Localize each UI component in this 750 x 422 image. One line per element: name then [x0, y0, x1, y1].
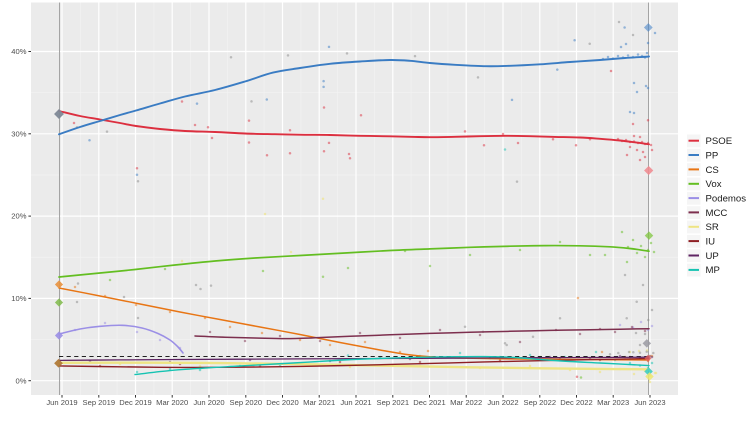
svg-text:Dec 2022: Dec 2022: [560, 398, 593, 407]
svg-text:PSOE: PSOE: [706, 136, 733, 147]
svg-text:Jun 2019: Jun 2019: [46, 398, 77, 407]
svg-text:40%: 40%: [11, 47, 26, 56]
svg-text:UP: UP: [706, 251, 719, 262]
svg-text:Dec 2019: Dec 2019: [119, 398, 152, 407]
svg-text:PP: PP: [706, 150, 719, 161]
svg-text:Podemos: Podemos: [706, 194, 747, 205]
svg-text:Jun 2020: Jun 2020: [193, 398, 224, 407]
svg-text:Mar 2021: Mar 2021: [303, 398, 335, 407]
svg-text:MP: MP: [706, 265, 720, 276]
svg-text:Sep 2020: Sep 2020: [230, 398, 263, 407]
svg-text:IU: IU: [706, 237, 716, 248]
svg-text:SR: SR: [706, 222, 719, 233]
svg-text:Vox: Vox: [706, 179, 722, 190]
svg-text:CS: CS: [706, 165, 719, 176]
svg-text:Dec 2020: Dec 2020: [266, 398, 299, 407]
svg-text:Mar 2020: Mar 2020: [156, 398, 188, 407]
svg-text:0%: 0%: [16, 376, 27, 385]
svg-text:Jun 2023: Jun 2023: [634, 398, 665, 407]
svg-text:Sep 2022: Sep 2022: [524, 398, 557, 407]
svg-text:30%: 30%: [11, 129, 26, 138]
svg-text:10%: 10%: [11, 294, 26, 303]
svg-text:Sep 2019: Sep 2019: [83, 398, 116, 407]
svg-text:Jun 2022: Jun 2022: [487, 398, 518, 407]
svg-text:Sep 2021: Sep 2021: [377, 398, 410, 407]
svg-text:Mar 2022: Mar 2022: [450, 398, 482, 407]
svg-text:Jun 2021: Jun 2021: [340, 398, 371, 407]
svg-text:Mar 2023: Mar 2023: [597, 398, 629, 407]
svg-text:20%: 20%: [11, 212, 26, 221]
svg-text:MCC: MCC: [706, 208, 728, 219]
svg-text:Dec 2021: Dec 2021: [413, 398, 446, 407]
